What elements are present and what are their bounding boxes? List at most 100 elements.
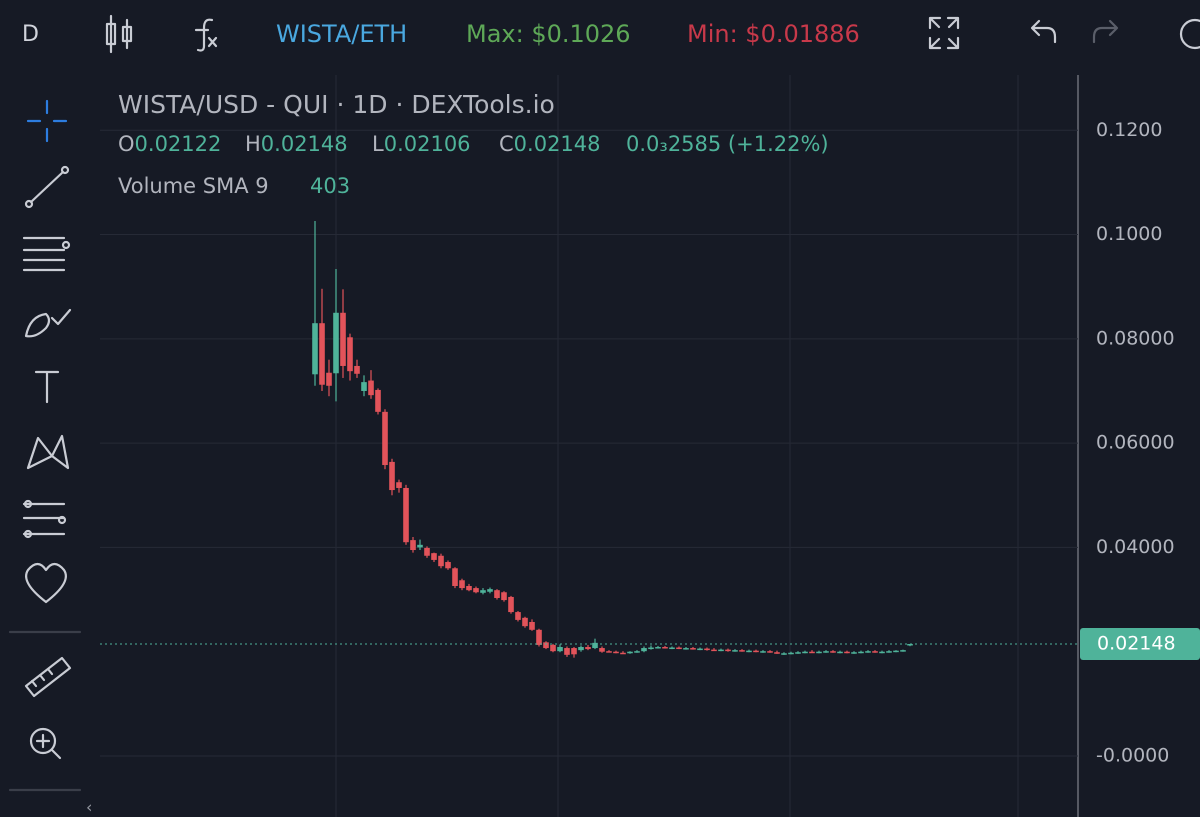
y-tick-label: 0.1000 [1096, 223, 1162, 245]
prediction-tool[interactable] [22, 499, 67, 539]
candle-body [879, 651, 885, 654]
candle-body [893, 650, 899, 653]
drawing-tools [8, 99, 82, 792]
settings-icon[interactable] [1179, 18, 1200, 50]
pair-link[interactable]: WISTA/ETH [276, 20, 407, 48]
trendline-tool[interactable] [24, 165, 70, 209]
favorites-tool[interactable] [25, 562, 67, 604]
candle-body [767, 651, 773, 653]
candle-body [389, 461, 395, 491]
y-tick-label: -0.0000 [1096, 744, 1169, 766]
text-tool[interactable] [34, 370, 60, 404]
candle-body [438, 555, 444, 567]
zoom-tool[interactable] [29, 727, 62, 760]
candle-body [795, 652, 801, 654]
candle-body [424, 547, 430, 556]
candle-body [501, 592, 507, 601]
indicators-icon[interactable] [194, 18, 218, 52]
candle-body [669, 647, 675, 650]
ohlc-letter: C [499, 132, 514, 156]
candle-body [816, 651, 822, 654]
candle-body [473, 588, 479, 593]
candle-body [613, 651, 619, 654]
ruler-tool[interactable] [24, 656, 72, 698]
candle-body [431, 553, 437, 560]
candle-body [480, 590, 486, 593]
candle-body [627, 651, 633, 654]
candle-body [396, 482, 402, 488]
ohlc-letter: H [245, 132, 261, 156]
ohlc-value: 0.02148 [261, 132, 348, 156]
candle-body [718, 649, 724, 652]
max-price: Max: $0.1026 [466, 20, 631, 48]
candle-body [529, 621, 535, 630]
candle-body [662, 647, 668, 649]
candle-body [585, 647, 591, 650]
candle-body [382, 411, 388, 466]
candle-body [543, 642, 549, 649]
candle-body [774, 652, 780, 654]
candle-body [354, 365, 360, 374]
fullscreen-icon[interactable] [928, 16, 960, 50]
chart-title: WISTA/USD - QUI · 1D · DEXTools.io [118, 90, 555, 119]
candle-body [900, 650, 906, 652]
last-price-label: 0.02148 [1097, 632, 1176, 654]
candle-body [725, 649, 731, 652]
candle-body [536, 629, 542, 645]
candle-body [466, 586, 472, 591]
volume-value: 403 [310, 174, 350, 198]
candle-body [837, 651, 843, 654]
menu-button[interactable]: D [22, 22, 39, 47]
candle-body [872, 651, 878, 653]
plot [100, 75, 1079, 817]
candle-body [802, 651, 808, 654]
candle-body [599, 648, 605, 652]
ohlc-value: 0.02122 [135, 132, 222, 156]
candle-body [886, 651, 892, 653]
candle-body [515, 612, 521, 620]
candle-body [760, 651, 766, 653]
candle-body [333, 312, 339, 374]
candle-body [851, 652, 857, 654]
ohlc-legend: O0.02122 H0.02148 L0.02106 C0.02148 0.0₃2585… [118, 132, 829, 156]
change-value: 0.0₃2585 (+1.22%) [626, 132, 829, 156]
candle-body [417, 544, 423, 548]
candle-body [907, 643, 913, 646]
candle-body [844, 651, 850, 654]
candle-body [368, 380, 374, 396]
candle-body [564, 648, 570, 655]
ohlc-value: 0.02106 [384, 132, 471, 156]
candle-body [606, 651, 612, 653]
undo-icon[interactable] [1030, 19, 1057, 44]
last-price-tag [1080, 627, 1200, 660]
y-tick-label: 0.1200 [1096, 119, 1162, 141]
candle-body [522, 617, 528, 627]
candle-body [641, 648, 647, 652]
candle-body [697, 648, 703, 651]
candle-body [690, 648, 696, 650]
y-tick-label: 0.08000 [1096, 327, 1175, 349]
candles-icon[interactable] [105, 14, 133, 54]
candle-body [746, 650, 752, 653]
crosshair-tool[interactable] [26, 99, 68, 143]
ohlc-value: 0.02148 [514, 132, 601, 156]
ohlc-letter: O [118, 132, 135, 156]
candle-body [459, 580, 465, 589]
candle-body [347, 337, 353, 372]
candle-body [571, 648, 577, 655]
redo-icon[interactable] [1092, 19, 1119, 44]
candle-body [403, 487, 409, 543]
candle-body [312, 323, 318, 375]
fib-tool[interactable] [22, 236, 71, 272]
candle-body [487, 589, 493, 592]
candle-body [648, 647, 654, 650]
candle-body [830, 651, 836, 653]
candle-body [592, 642, 598, 649]
pattern-tool[interactable] [26, 434, 70, 470]
collapse-toggle[interactable]: ‹ [86, 798, 92, 817]
candle-body [683, 648, 689, 650]
brush-tool[interactable] [24, 308, 72, 338]
candle-body [809, 651, 815, 654]
